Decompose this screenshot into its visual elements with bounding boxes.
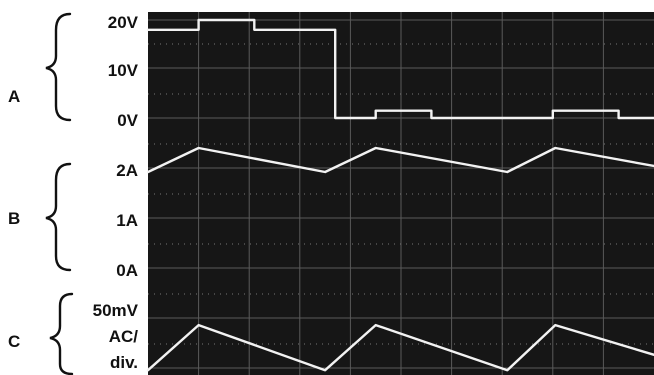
channel-b-trace — [146, 146, 654, 174]
channel-c-tick-div: div. — [110, 353, 138, 372]
graticule — [148, 12, 654, 375]
channel-a-label: A — [8, 87, 20, 106]
channel-a-tick-0v: 0V — [117, 111, 138, 130]
channel-c-tick-50mv: 50mV — [93, 301, 139, 320]
channel-a-brace — [45, 12, 72, 122]
channel-c-brace — [49, 292, 74, 375]
channel-a-tick-10v: 10V — [108, 61, 139, 80]
channel-a-trace — [146, 18, 654, 120]
channel-c-trace — [146, 323, 654, 372]
channel-b-tick-1a: 1A — [116, 211, 138, 230]
channel-b-tick-0a: 0A — [116, 261, 138, 280]
channel-c-label: C — [8, 332, 20, 351]
channel-a-tick-20v: 20V — [108, 13, 139, 32]
channel-c-tick-ac: AC/ — [109, 327, 139, 346]
channel-b-label: B — [8, 209, 20, 228]
channel-b-tick-2a: 2A — [116, 161, 138, 180]
channel-b-brace — [45, 162, 72, 272]
